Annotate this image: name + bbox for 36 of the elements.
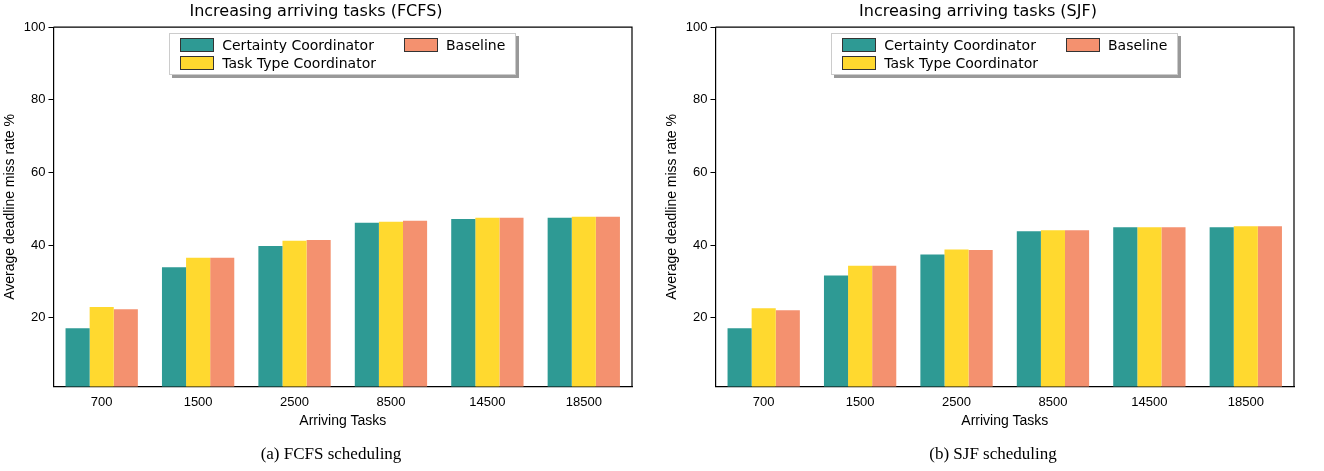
- x-axis-title: Arriving Tasks: [299, 412, 387, 429]
- y-tick-label: 20: [31, 309, 46, 325]
- chart-title: Increasing arriving tasks (FCFS): [189, 0, 443, 20]
- x-tick-label: 18500: [565, 393, 602, 409]
- x-tick-label: 2500: [942, 393, 971, 409]
- y-axis-title: Average deadline miss rate %: [663, 114, 680, 300]
- x-tick-label: 8500: [376, 393, 406, 409]
- x-tick-label: 8500: [1038, 393, 1068, 409]
- legend-label: Task Type Coordinator: [222, 55, 376, 72]
- x-tick-label: 2500: [280, 393, 309, 409]
- y-tick-label: 80: [31, 91, 46, 107]
- y-tick-label: 80: [693, 91, 708, 107]
- y-tick-label: 60: [31, 163, 46, 179]
- x-tick-label: 14500: [1131, 393, 1168, 409]
- x-tick-label: 1500: [183, 393, 213, 409]
- legend-label: Certainty Coordinator: [884, 37, 1036, 54]
- x-tick-label: 14500: [469, 393, 506, 409]
- legend-label: Certainty Coordinator: [222, 37, 374, 54]
- x-tick-label: 700: [90, 393, 113, 409]
- x-tick-label: 18500: [1227, 393, 1264, 409]
- y-axis-title: Average deadline miss rate %: [1, 114, 18, 300]
- legend-label: Task Type Coordinator: [884, 55, 1038, 72]
- y-tick-label: 40: [31, 236, 46, 252]
- text: (a) FCFS scheduling: [259, 444, 403, 464]
- y-tick-label: 20: [693, 309, 708, 325]
- y-tick-label: 60: [693, 163, 708, 179]
- y-tick-label: 100: [685, 18, 708, 34]
- text: (b) SJF scheduling: [928, 444, 1058, 464]
- y-tick-label: 40: [693, 236, 708, 252]
- x-axis-title: Arriving Tasks: [961, 412, 1049, 429]
- x-tick-label: 700: [752, 393, 775, 409]
- legend-label: Baseline: [445, 37, 506, 54]
- legend-label: Baseline: [1107, 37, 1168, 54]
- x-tick-label: 1500: [845, 393, 875, 409]
- y-tick-label: 100: [23, 18, 46, 34]
- chart-title: Increasing arriving tasks (SJF): [859, 0, 1097, 20]
